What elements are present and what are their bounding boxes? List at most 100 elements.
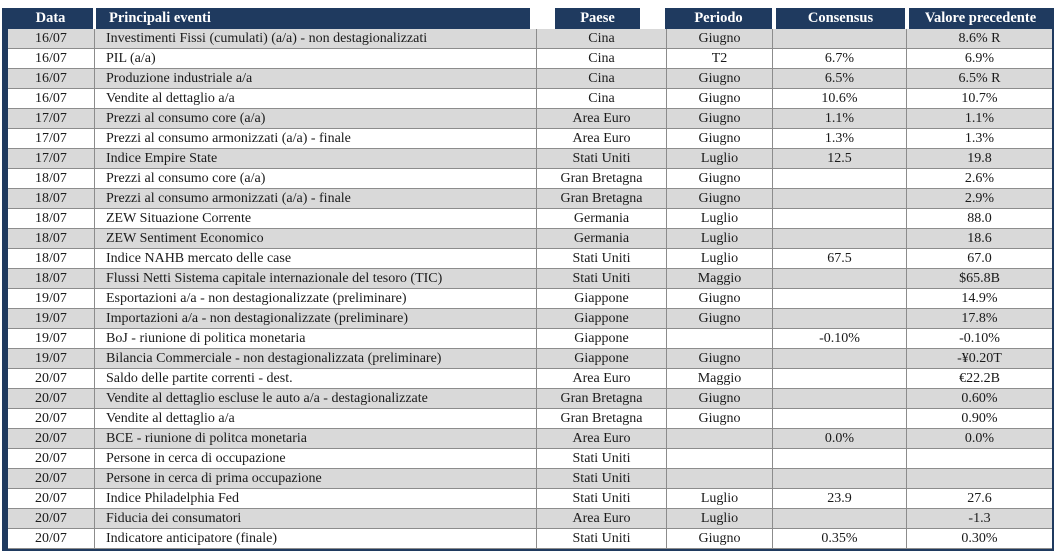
cell-consensus: 10.6% (773, 89, 907, 108)
cell-previous-value (907, 449, 1052, 468)
cell-date: 20/07 (8, 429, 95, 448)
cell-event: Vendite al dettaglio a/a (95, 409, 537, 428)
cell-event: Flussi Netti Sistema capitale internazio… (95, 269, 537, 288)
cell-date: 16/07 (8, 49, 95, 68)
cell-date: 20/07 (8, 409, 95, 428)
cell-event: Persone in cerca di occupazione (95, 449, 537, 468)
table-row: 16/07 Investimenti Fissi (cumulati) (a/a… (8, 29, 1052, 49)
cell-event: Saldo delle partite correnti - dest. (95, 369, 537, 388)
cell-previous-value: 0.30% (961, 531, 998, 546)
cell-date: 19/07 (8, 289, 95, 308)
cell-date: 16/07 (8, 89, 95, 108)
cell-event: Vendite al dettaglio a/a (95, 89, 537, 108)
cell-period: Giugno (667, 409, 773, 428)
cell-previous-value: 2.9% (964, 191, 995, 206)
cell-consensus (773, 389, 907, 408)
cell-date: 20/07 (8, 469, 95, 488)
cell-country: Stati Uniti (537, 529, 667, 548)
table-header-row: Data Principali eventi Paese Periodo Con… (8, 8, 1052, 29)
cell-period: T2 (667, 49, 773, 68)
table-body: 16/07 Investimenti Fissi (cumulati) (a/a… (8, 29, 1052, 549)
table-row: 20/07 Persone in cerca di occupazione St… (8, 449, 1052, 469)
cell-date: 20/07 (8, 529, 95, 548)
cell-date: 19/07 (8, 329, 95, 348)
column-header-country: Paese (555, 8, 640, 29)
cell-event: Fiducia dei consumatori (95, 509, 537, 528)
table-row: 16/07 Vendite al dettaglio a/a Cina Giug… (8, 89, 1052, 109)
cell-period: Giugno (667, 89, 773, 108)
table-row: 18/07 Flussi Netti Sistema capitale inte… (8, 269, 1052, 289)
cell-previous-value: 0.0% (964, 431, 995, 446)
cell-previous-value: 8.6% R (958, 31, 1001, 46)
cell-country: Cina (537, 49, 667, 68)
cell-country: Giappone (537, 349, 667, 368)
cell-previous-value: 17.8% (961, 311, 998, 326)
cell-period (667, 329, 773, 348)
cell-previous-value: 0.90% (961, 411, 998, 426)
cell-consensus (773, 509, 907, 528)
cell-consensus (773, 169, 907, 188)
header-gap (772, 8, 776, 29)
cell-period: Giugno (667, 129, 773, 148)
column-header-period: Periodo (665, 8, 772, 29)
cell-date: 19/07 (8, 349, 95, 368)
cell-country: Area Euro (537, 509, 667, 528)
cell-event: Bilancia Commerciale - non destagionaliz… (95, 349, 537, 368)
cell-date: 20/07 (8, 509, 95, 528)
cell-period: Giugno (667, 69, 773, 88)
column-header-consensus: Consensus (776, 8, 905, 29)
cell-period: Luglio (667, 149, 773, 168)
cell-consensus (773, 209, 907, 228)
cell-previous-value: -¥0.20T (957, 351, 1002, 366)
cell-event: Persone in cerca di prima occupazione (95, 469, 537, 488)
cell-country: Gran Bretagna (537, 409, 667, 428)
cell-previous-value: 2.6% (964, 171, 995, 186)
cell-period: Giugno (667, 529, 773, 548)
cell-country: Stati Uniti (537, 449, 667, 468)
cell-consensus (773, 469, 907, 488)
economic-events-table: Data Principali eventi Paese Periodo Con… (2, 8, 1054, 551)
cell-country: Stati Uniti (537, 489, 667, 508)
cell-event: Indicatore anticipatore (finale) (95, 529, 537, 548)
cell-consensus (773, 269, 907, 288)
cell-previous-value: 10.7% (961, 91, 998, 106)
table-row: 19/07 BoJ - riunione di politica monetar… (8, 329, 1052, 349)
cell-consensus: 1.1% (773, 109, 907, 128)
column-header-data: Data (8, 8, 93, 29)
cell-country: Germania (537, 229, 667, 248)
cell-period: Giugno (667, 389, 773, 408)
table-row: 17/07 Indice Empire State Stati Uniti Lu… (8, 149, 1052, 169)
cell-country: Gran Bretagna (537, 189, 667, 208)
table-row: 19/07 Bilancia Commerciale - non destagi… (8, 349, 1052, 369)
cell-country: Stati Uniti (537, 249, 667, 268)
cell-country: Giappone (537, 309, 667, 328)
cell-consensus (773, 289, 907, 308)
cell-date: 19/07 (8, 309, 95, 328)
cell-previous-value: 6.9% (964, 51, 995, 66)
cell-period (667, 469, 773, 488)
cell-previous-value: 1.1% (964, 111, 995, 126)
cell-date: 20/07 (8, 389, 95, 408)
table-row: 18/07 ZEW Sentiment Economico Germania L… (8, 229, 1052, 249)
table-row: 20/07 Saldo delle partite correnti - des… (8, 369, 1052, 389)
column-header-events: Principali eventi (96, 8, 530, 29)
cell-date: 20/07 (8, 369, 95, 388)
cell-date: 18/07 (8, 249, 95, 268)
table-row: 20/07 Vendite al dettaglio escluse le au… (8, 389, 1052, 409)
cell-event: BoJ - riunione di politica monetaria (95, 329, 537, 348)
cell-period (667, 429, 773, 448)
cell-period: Giugno (667, 189, 773, 208)
cell-country: Gran Bretagna (537, 389, 667, 408)
cell-country: Germania (537, 209, 667, 228)
cell-event: BCE - riunione di politca monetaria (95, 429, 537, 448)
cell-consensus: -0.10% (773, 329, 907, 348)
column-header-previous: Valore precedente (909, 8, 1052, 29)
cell-previous-value: 6.5% R (958, 71, 1001, 86)
cell-date: 20/07 (8, 489, 95, 508)
cell-event: Indice Philadelphia Fed (95, 489, 537, 508)
cell-previous-value: 27.6 (967, 491, 992, 506)
cell-period: Luglio (667, 489, 773, 508)
table-row: 18/07 Prezzi al consumo armonizzati (a/a… (8, 189, 1052, 209)
cell-period: Giugno (667, 289, 773, 308)
cell-previous-value: 18.6 (967, 231, 992, 246)
